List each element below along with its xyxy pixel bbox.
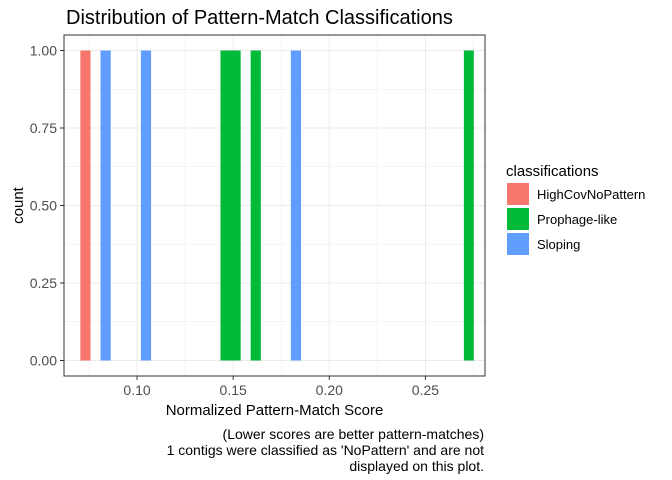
caption-line: (Lower scores are better pattern-matches…: [223, 426, 484, 442]
legend-swatch-prophage-like: [507, 208, 529, 230]
x-axis: 0.10 0.15 0.20 0.25: [123, 376, 439, 398]
bar-prophage-like: [250, 50, 261, 361]
legend-title: classifications: [506, 163, 599, 180]
legend-label: HighCovNoPattern: [537, 187, 645, 202]
bar-prophage-like: [463, 50, 474, 361]
y-tick-label: 0.75: [30, 120, 57, 136]
caption: (Lower scores are better pattern-matches…: [167, 426, 485, 474]
y-tick-label: 0.25: [30, 275, 57, 291]
y-axis-title: count: [10, 186, 27, 224]
y-axis: 0.00 0.25 0.50 0.75 1.00: [30, 43, 64, 369]
legend-swatch-highcovnopattern: [507, 183, 529, 205]
bar-sloping: [140, 50, 152, 361]
bar-sloping: [100, 50, 111, 361]
legend-label: Sloping: [537, 237, 580, 252]
x-tick-label: 0.15: [220, 382, 247, 398]
x-axis-title: Normalized Pattern-Match Score: [166, 402, 384, 419]
legend: classifications HighCovNoPattern Prophage…: [506, 163, 645, 255]
y-tick-label: 0.00: [30, 353, 57, 369]
bars: [80, 50, 474, 361]
legend-label: Prophage-like: [537, 212, 617, 227]
caption-line: 1 contigs were classified as 'NoPattern'…: [167, 442, 485, 458]
x-tick-label: 0.10: [123, 382, 150, 398]
bar-prophage-like: [220, 50, 241, 361]
y-tick-label: 0.50: [30, 198, 57, 214]
x-tick-label: 0.20: [316, 382, 343, 398]
legend-swatch-sloping: [507, 233, 529, 255]
chart-title: Distribution of Pattern-Match Classifica…: [66, 7, 453, 29]
bar-highcovnopattern: [80, 50, 91, 361]
caption-line: displayed on this plot.: [349, 458, 484, 474]
y-tick-label: 1.00: [30, 43, 57, 59]
bar-sloping: [290, 50, 302, 361]
x-tick-label: 0.25: [412, 382, 439, 398]
